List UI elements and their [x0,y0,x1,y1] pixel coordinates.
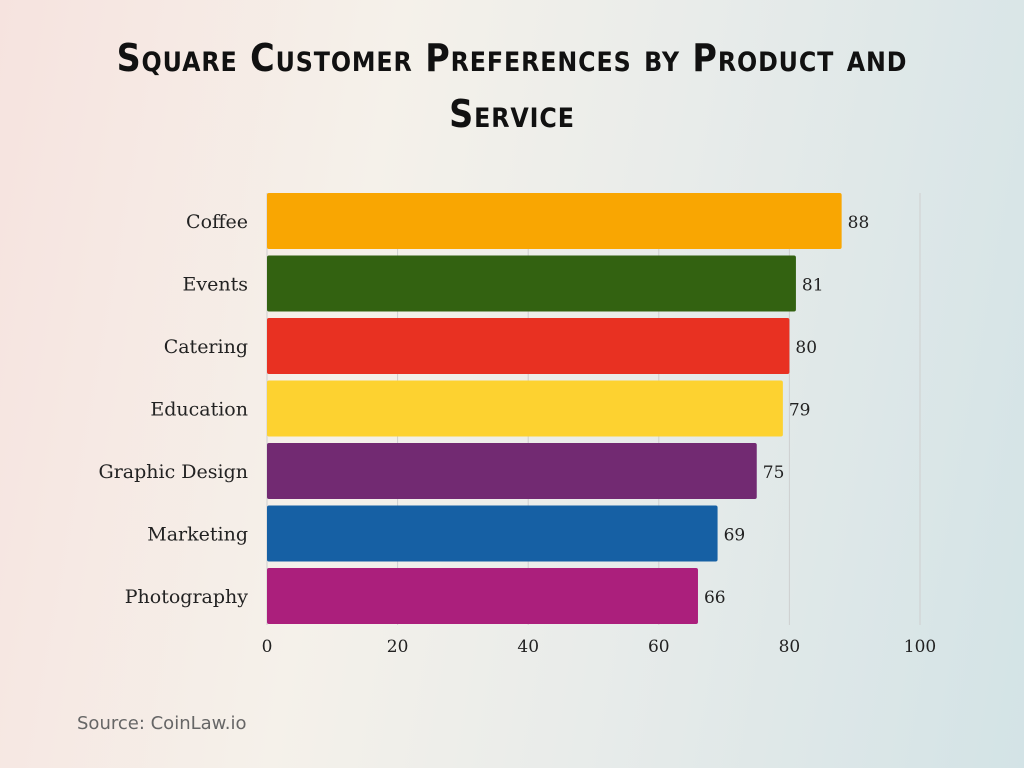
x-tick-label: 100 [904,637,936,657]
data-label: 81 [802,276,824,296]
x-tick-label: 40 [517,637,539,657]
bar [267,380,783,437]
data-label: 80 [795,338,817,358]
x-tick-label: 0 [262,637,273,657]
x-tick-label: 80 [779,637,801,657]
category-label: Education [150,399,248,421]
data-label: 75 [763,463,785,483]
bar [267,318,790,374]
category-label: Catering [164,336,248,358]
bar [267,568,698,624]
data-label: 79 [789,401,811,421]
x-tick-label: 20 [387,637,409,657]
chart-title: Square Customer Preferences by Product a… [116,36,908,136]
data-label: 69 [724,526,746,546]
category-label: Graphic Design [99,461,248,483]
source-note: Source: CoinLaw.io [77,713,247,734]
bar [267,255,796,312]
bar [267,443,757,499]
category-label: Events [183,274,248,296]
data-label: 66 [704,588,726,608]
x-tick-label: 60 [648,637,670,657]
bar [267,193,842,249]
data-label: 88 [848,213,870,233]
category-label: Coffee [186,211,248,233]
category-label: Photography [125,586,249,608]
bar [267,505,718,562]
category-label: Marketing [147,524,248,546]
